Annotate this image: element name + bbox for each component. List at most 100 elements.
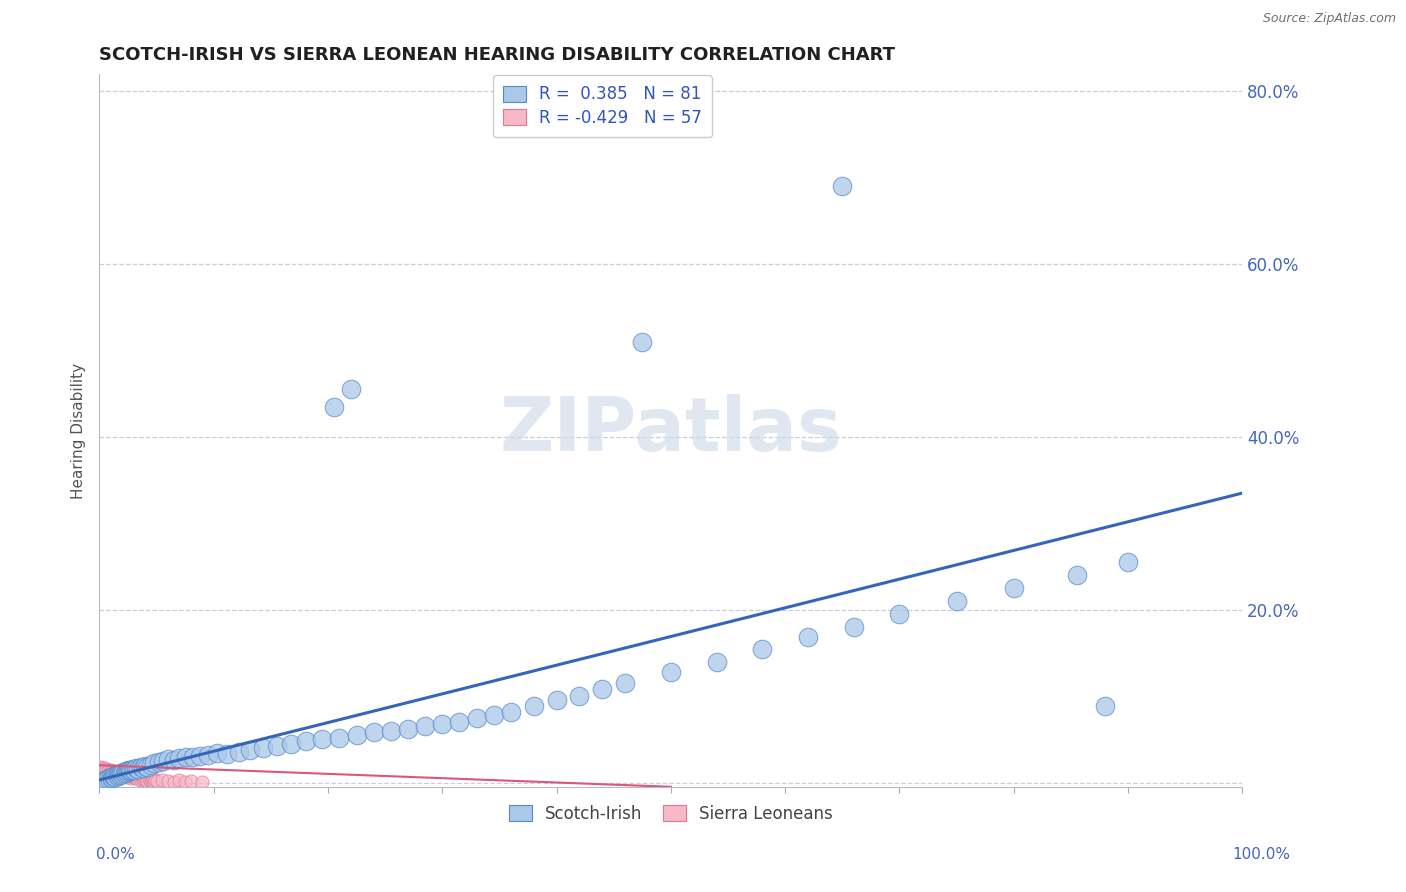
Point — [188, 748, 211, 763]
Point — [120, 768, 142, 782]
Text: 0.0%: 0.0% — [96, 847, 135, 862]
Point — [706, 655, 728, 669]
Point — [124, 769, 146, 783]
Point — [1066, 568, 1088, 582]
Point — [432, 716, 454, 731]
Point — [125, 771, 148, 785]
Point — [90, 760, 112, 774]
Point — [797, 631, 820, 645]
Point — [114, 766, 136, 780]
Point — [129, 772, 152, 787]
Point — [217, 747, 239, 761]
Point — [143, 774, 166, 789]
Point — [118, 769, 141, 783]
Point — [112, 765, 135, 780]
Point — [121, 768, 143, 782]
Point — [152, 754, 174, 768]
Point — [413, 719, 436, 733]
Point — [127, 762, 149, 776]
Point — [104, 770, 127, 784]
Point — [97, 771, 120, 785]
Point — [346, 728, 368, 742]
Point — [340, 383, 363, 397]
Point — [117, 764, 139, 778]
Point — [141, 773, 163, 788]
Point — [169, 751, 191, 765]
Point — [103, 768, 125, 782]
Point — [136, 773, 159, 788]
Point — [90, 762, 112, 776]
Point — [120, 764, 142, 778]
Point — [96, 762, 118, 776]
Point — [145, 772, 167, 787]
Point — [107, 768, 129, 782]
Point — [842, 620, 865, 634]
Point — [197, 747, 219, 762]
Point — [295, 734, 318, 748]
Point — [138, 772, 160, 787]
Point — [100, 764, 122, 778]
Point — [831, 179, 853, 194]
Point — [156, 752, 179, 766]
Point — [631, 334, 654, 349]
Point — [163, 774, 186, 789]
Point — [614, 676, 637, 690]
Text: SCOTCH-IRISH VS SIERRA LEONEAN HEARING DISABILITY CORRELATION CHART: SCOTCH-IRISH VS SIERRA LEONEAN HEARING D… — [100, 46, 896, 64]
Point — [117, 768, 139, 782]
Point — [174, 749, 197, 764]
Point — [127, 770, 149, 784]
Point — [1094, 699, 1116, 714]
Point — [163, 753, 186, 767]
Point — [363, 725, 385, 739]
Point — [591, 682, 613, 697]
Point — [98, 765, 121, 780]
Point — [280, 737, 302, 751]
Point — [122, 763, 145, 777]
Point — [380, 723, 402, 738]
Point — [97, 763, 120, 777]
Point — [523, 699, 546, 714]
Point — [103, 765, 125, 780]
Point — [482, 708, 505, 723]
Point — [105, 768, 128, 782]
Point — [108, 767, 131, 781]
Point — [945, 594, 967, 608]
Point — [169, 772, 191, 787]
Point — [101, 766, 124, 780]
Point — [131, 771, 153, 785]
Point — [239, 742, 262, 756]
Point — [132, 772, 155, 786]
Point — [148, 755, 170, 769]
Point — [132, 770, 155, 784]
Point — [125, 761, 148, 775]
Point — [100, 770, 122, 784]
Point — [328, 731, 350, 745]
Point — [104, 767, 127, 781]
Point — [156, 773, 179, 788]
Point — [110, 766, 132, 780]
Point — [191, 774, 214, 789]
Point — [121, 762, 143, 776]
Point — [1002, 581, 1025, 595]
Point — [499, 705, 522, 719]
Point — [889, 607, 911, 621]
Point — [114, 764, 136, 779]
Point — [118, 764, 141, 779]
Point — [115, 765, 138, 780]
Point — [143, 756, 166, 771]
Point — [94, 764, 117, 778]
Point — [311, 732, 333, 747]
Point — [101, 769, 124, 783]
Point — [111, 767, 134, 781]
Point — [111, 765, 134, 780]
Point — [139, 771, 162, 785]
Point — [122, 770, 145, 784]
Point — [127, 772, 149, 786]
Point — [114, 767, 136, 781]
Point — [108, 766, 131, 780]
Point — [135, 771, 157, 785]
Point — [134, 759, 156, 773]
Point — [93, 761, 115, 775]
Point — [101, 764, 124, 779]
Point — [546, 693, 568, 707]
